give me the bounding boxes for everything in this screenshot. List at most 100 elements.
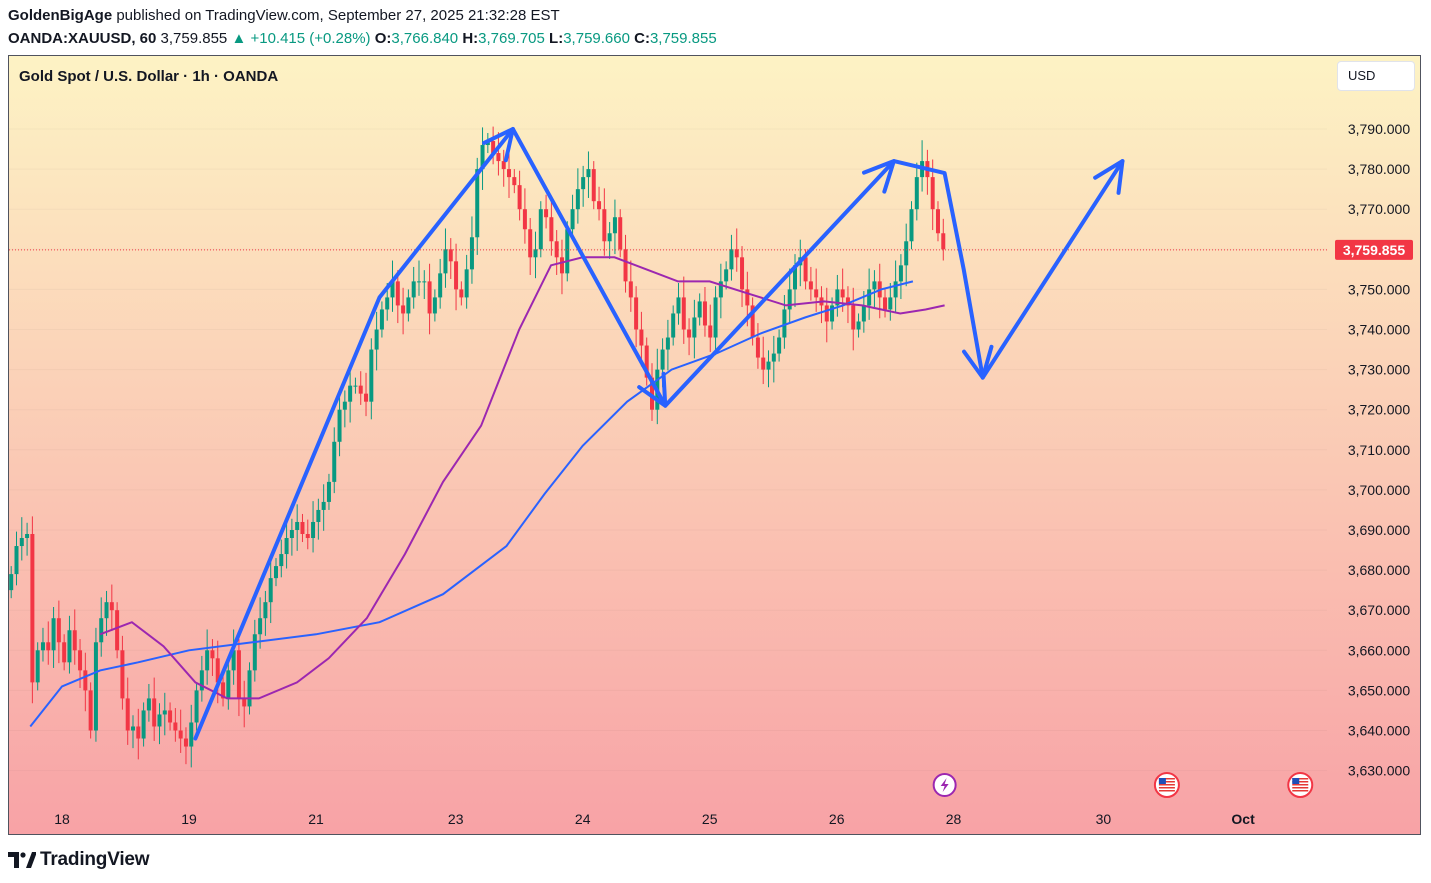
candle (221, 674, 226, 707)
candle-body (597, 201, 602, 210)
candle (342, 390, 347, 428)
tradingview-logo[interactable]: TradingView (8, 848, 150, 872)
candle (777, 329, 782, 362)
candle-body (856, 321, 861, 330)
candle-body (279, 554, 284, 567)
candle (692, 299, 697, 359)
candle-body (311, 521, 316, 539)
candle (263, 590, 268, 636)
event-markers[interactable] (932, 772, 1314, 798)
candle (888, 282, 893, 321)
author-name[interactable]: GoldenBigAge (8, 7, 113, 24)
candle-body (761, 357, 766, 370)
candle (25, 522, 30, 556)
candle (46, 621, 51, 665)
candle (549, 196, 554, 256)
chart-canvas[interactable]: 3,790.0003,780.0003,770.0003,760.0003,75… (9, 56, 1421, 835)
candle (311, 501, 316, 553)
candle (268, 560, 273, 624)
candle (697, 293, 702, 326)
candle-body (559, 257, 564, 274)
candle-body (162, 710, 167, 715)
candle (247, 662, 252, 715)
flag-stripe (1292, 787, 1309, 789)
candle (671, 305, 676, 346)
candle (321, 484, 326, 531)
chart-frame[interactable]: 3,790.0003,780.0003,770.0003,760.0003,75… (8, 55, 1421, 835)
candle (364, 372, 369, 417)
candle-body (607, 233, 612, 242)
candle-body (173, 722, 178, 731)
candle-body (252, 634, 257, 671)
candle-body (830, 305, 835, 322)
us-flag-event-icon[interactable] (1153, 772, 1180, 798)
price-tick-label: 3,740.000 (1348, 322, 1410, 338)
candle (522, 188, 527, 244)
candle (199, 655, 204, 702)
candle-body (729, 249, 734, 270)
candle-body (909, 209, 914, 242)
candle-body (491, 141, 496, 154)
candle-body (469, 237, 474, 270)
candle (88, 682, 93, 739)
candle-body (851, 305, 856, 330)
candle-body (941, 233, 946, 250)
candle (416, 260, 421, 296)
candle-body (687, 329, 692, 338)
candle-body (803, 257, 808, 282)
candle-body (867, 289, 872, 306)
candle-body (125, 698, 130, 731)
candle (856, 313, 861, 338)
candle (814, 268, 819, 312)
time-axis[interactable]: 18 19 21 23 24 25 26 28 30 Oct (54, 811, 1255, 827)
symbol-label: OANDA:XAUUSD, 60 (8, 30, 157, 47)
arrowhead (1093, 159, 1125, 195)
candle (162, 692, 167, 736)
candle-body (634, 297, 639, 330)
low-value: 3,759.660 (563, 30, 630, 47)
candle (708, 304, 713, 352)
candle-body (358, 385, 363, 394)
candle-body (263, 602, 268, 619)
candlestick-series (9, 126, 946, 768)
forecast-drawing[interactable] (193, 127, 1125, 741)
lightning-event-icon[interactable] (932, 773, 957, 797)
candle (687, 318, 692, 356)
candle (305, 519, 310, 550)
tradingview-logo-icon (8, 852, 36, 868)
candle (83, 652, 88, 712)
candle (14, 531, 19, 586)
candle-body (872, 281, 877, 290)
candle (787, 268, 792, 324)
candle (369, 338, 374, 420)
arrowhead (637, 371, 668, 408)
candle-body (99, 618, 104, 643)
arrowhead (962, 344, 994, 380)
candle-body (808, 281, 813, 290)
candle-body (258, 618, 263, 635)
us-flag-event-icon[interactable] (1287, 772, 1314, 798)
currency-button[interactable]: USD (1337, 61, 1415, 91)
candle (491, 126, 496, 165)
candle-body (432, 297, 437, 314)
candle (454, 243, 459, 311)
candle (634, 286, 639, 348)
candle-body (475, 169, 480, 238)
candle (507, 151, 512, 198)
candle (586, 151, 591, 198)
candle-body (623, 249, 628, 282)
candle-body (665, 337, 670, 350)
candle (623, 234, 628, 293)
ma-fast-line (99, 256, 945, 700)
candle (226, 655, 231, 710)
candle-body (194, 690, 199, 723)
candle (496, 132, 501, 176)
candle-body (845, 297, 850, 306)
candle-body (226, 670, 231, 699)
moving-averages (29, 256, 945, 728)
candle (300, 513, 305, 543)
candle (51, 606, 56, 668)
arrowhead (862, 159, 896, 194)
high-label: H: (462, 30, 479, 47)
candle-body (348, 385, 353, 402)
